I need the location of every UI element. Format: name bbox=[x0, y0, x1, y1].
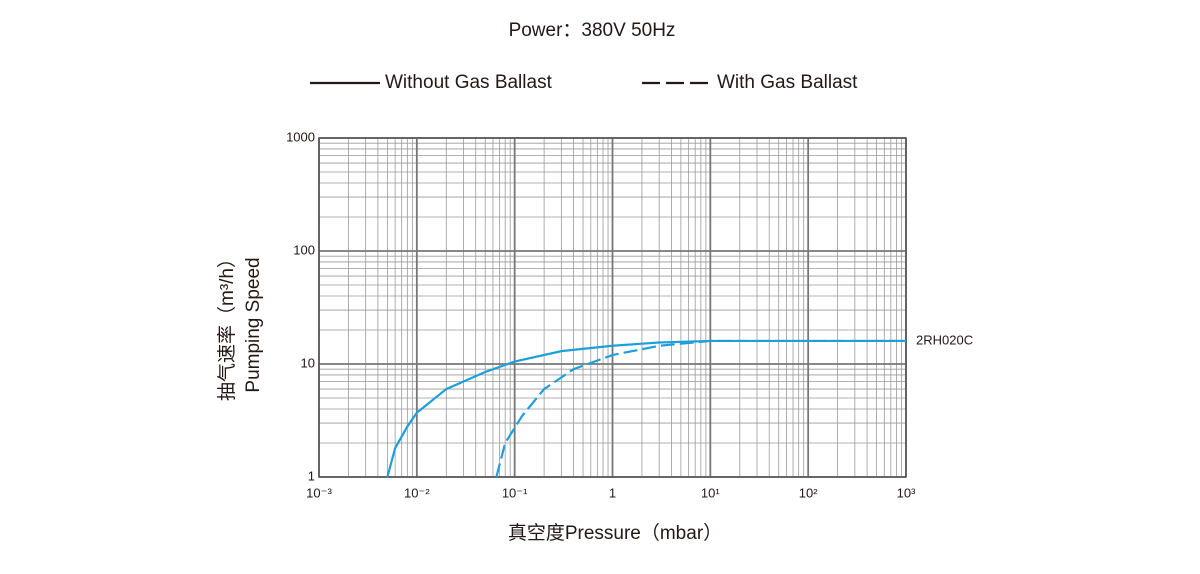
x-tick-label: 10⁻¹ bbox=[502, 485, 528, 500]
y-axis-label: 抽气速率（m³/h） bbox=[216, 249, 238, 401]
chart-title: Power：380V 50Hz bbox=[509, 20, 676, 41]
y-tick-label: 1 bbox=[308, 468, 315, 483]
x-tick-label: 10² bbox=[799, 485, 818, 500]
series-line bbox=[495, 339, 906, 478]
series-line bbox=[386, 339, 906, 478]
y-axis-label: Pumping Speed bbox=[243, 257, 264, 392]
x-tick-label: 10⁻³ bbox=[306, 485, 332, 500]
x-tick-label: 10¹ bbox=[701, 485, 720, 500]
x-tick-label: 10³ bbox=[897, 485, 916, 500]
y-tick-label: 1000 bbox=[286, 129, 315, 144]
x-tick-label: 10⁻² bbox=[404, 485, 430, 500]
x-tick-label: 1 bbox=[609, 485, 616, 500]
x-axis-label: 真空度Pressure（mbar） bbox=[508, 522, 722, 544]
y-tick-label: 10 bbox=[301, 355, 315, 370]
plot-border bbox=[318, 137, 907, 478]
y-tick-label: 100 bbox=[293, 242, 315, 257]
legend-label: Without Gas Ballast bbox=[385, 72, 553, 93]
legend-label: With Gas Ballast bbox=[717, 72, 858, 93]
annotation: 2RH020C bbox=[916, 332, 973, 347]
